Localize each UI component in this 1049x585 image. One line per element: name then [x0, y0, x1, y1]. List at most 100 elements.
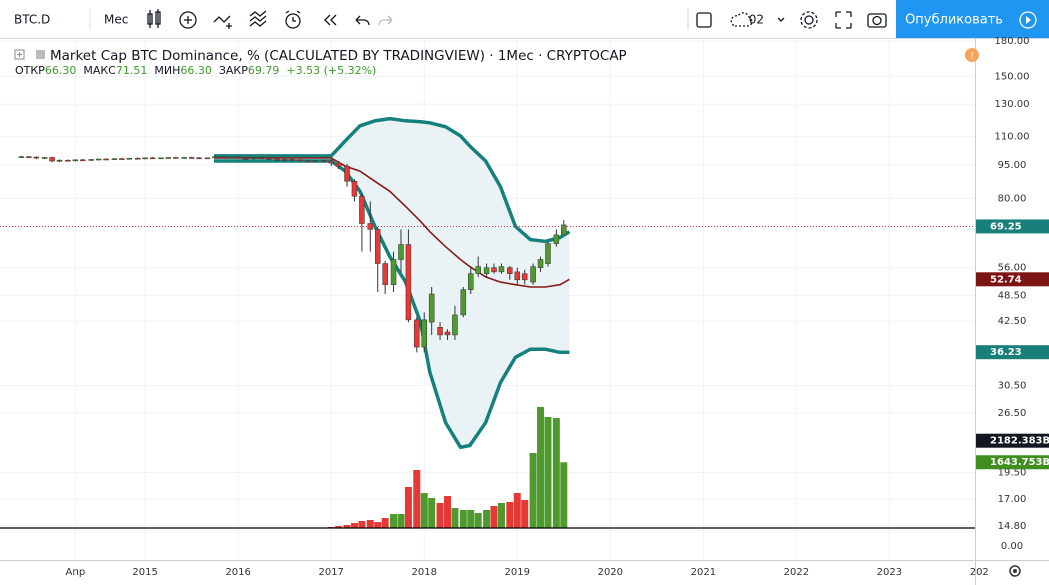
- price-badge-bg: [976, 219, 1049, 234]
- y-tick-label: 80.00: [998, 193, 1027, 204]
- candle-body: [196, 157, 202, 160]
- redo-button[interactable]: [378, 15, 393, 26]
- volume-bar: [420, 493, 428, 528]
- layout-button[interactable]: [730, 12, 753, 27]
- publish-label[interactable]: Опубликовать: [905, 13, 1003, 28]
- volume-bar: [467, 510, 475, 528]
- volume-bar: [428, 498, 436, 528]
- time-axis-settings[interactable]: [1009, 565, 1021, 577]
- legend-values: ОТКР66.30 МАКС71.51 МИН66.30 ЗАКР69.79 +3.53…: [15, 64, 376, 77]
- volume-bar: [560, 462, 568, 528]
- candle-body: [111, 158, 118, 160]
- legend-value: 71.51: [116, 64, 148, 77]
- candle-body: [158, 157, 164, 160]
- legend-collapse-icon: [17, 52, 22, 57]
- volume-badge: 1643.753B: [990, 457, 1049, 468]
- candle-body: [235, 156, 241, 159]
- candle-body: [514, 271, 521, 281]
- compare-button[interactable]: [213, 15, 232, 29]
- candle-body: [33, 156, 40, 159]
- x-tick-label: 2024: [970, 567, 995, 578]
- plot: [0, 38, 975, 560]
- volume-bar: [483, 510, 491, 528]
- volume-bar: [544, 417, 552, 528]
- candle-body: [537, 259, 544, 268]
- y-tick-label: 180.00: [995, 36, 1030, 47]
- price-badge-bg: [976, 272, 1049, 287]
- alert-button[interactable]: [285, 10, 301, 29]
- volume-bar: [537, 407, 545, 528]
- candle-body: [119, 158, 125, 160]
- candle-body: [359, 196, 365, 224]
- legend-symbol-icon: [36, 50, 45, 59]
- replay-button[interactable]: [324, 14, 337, 26]
- volume-bar: [474, 513, 482, 528]
- price-badge-bg: [976, 345, 1049, 360]
- legend-collapse[interactable]: [14, 49, 25, 60]
- fullscreen-layout-button[interactable]: [696, 12, 712, 28]
- y-tick-label: 42.50: [998, 316, 1027, 327]
- volume-bar: [436, 503, 444, 528]
- interval[interactable]: Мес: [104, 13, 128, 27]
- undo-button[interactable]: [355, 15, 370, 26]
- volume-bar: [390, 514, 398, 528]
- volume-bar: [413, 470, 421, 528]
- candle-body: [49, 157, 55, 162]
- candle-body: [460, 289, 467, 316]
- strategy-button[interactable]: [249, 10, 267, 27]
- candle-body: [142, 157, 148, 160]
- volume-bar: [506, 502, 514, 528]
- indicators-button[interactable]: [179, 11, 197, 29]
- candle-body: [95, 158, 102, 161]
- candle-body: [530, 266, 536, 283]
- volume-bar: [443, 496, 451, 528]
- layout-menu[interactable]: [777, 17, 785, 22]
- price-badge: 36.23: [990, 347, 1022, 358]
- snapshot-button[interactable]: [867, 13, 887, 28]
- x-tick-label: 2022: [784, 567, 809, 578]
- volume-bar: [366, 520, 374, 528]
- warning-icon[interactable]: [965, 48, 979, 62]
- x-tick-label: 2020: [598, 567, 623, 578]
- legend-value: 66.30: [45, 64, 77, 77]
- candle-type-button[interactable]: [147, 9, 161, 28]
- layout-name[interactable]: 02: [749, 13, 764, 27]
- symbol[interactable]: BTC.D: [14, 13, 50, 27]
- candle-body: [498, 266, 505, 273]
- candle-body: [444, 331, 451, 336]
- volume-bar: [335, 526, 343, 528]
- candle-body: [18, 156, 25, 158]
- candle-body: [227, 156, 234, 159]
- candle-body: [281, 159, 288, 161]
- y-tick-label: 130.00: [995, 99, 1030, 110]
- volume-bar: [374, 522, 382, 528]
- candle-body: [103, 158, 109, 161]
- candle-body: [165, 157, 172, 159]
- settings-button[interactable]: [800, 11, 818, 29]
- y-tick-label: 150.00: [995, 71, 1030, 82]
- candle-body: [181, 157, 187, 159]
- publish-icon: [1019, 11, 1037, 29]
- price-badge: 52.74: [990, 274, 1022, 285]
- legend-label: МИН: [154, 64, 180, 77]
- legend-title[interactable]: Market Cap BTC Dominance, % (CALCULATED …: [50, 48, 627, 64]
- y-tick-label: 95.00: [998, 160, 1027, 171]
- legend-label: МАКС: [83, 64, 116, 77]
- candle-body: [382, 263, 388, 285]
- volume-bar: [521, 500, 529, 528]
- volume-bar: [343, 525, 351, 528]
- candle-body: [219, 156, 226, 158]
- volume-bar: [358, 521, 366, 528]
- candle-body: [274, 158, 280, 161]
- volume-bar: [529, 453, 537, 528]
- candle-body: [491, 267, 497, 273]
- legend-value: 69.79: [248, 64, 280, 77]
- legend-change: +3.53 (+5.32%): [286, 64, 376, 77]
- candle-body: [374, 229, 381, 264]
- candle-body: [88, 159, 94, 161]
- legend-label: ОТКР: [15, 64, 45, 77]
- publish-button[interactable]: [896, 0, 1049, 38]
- candle-body: [553, 234, 560, 244]
- fullscreen-button[interactable]: [835, 11, 852, 29]
